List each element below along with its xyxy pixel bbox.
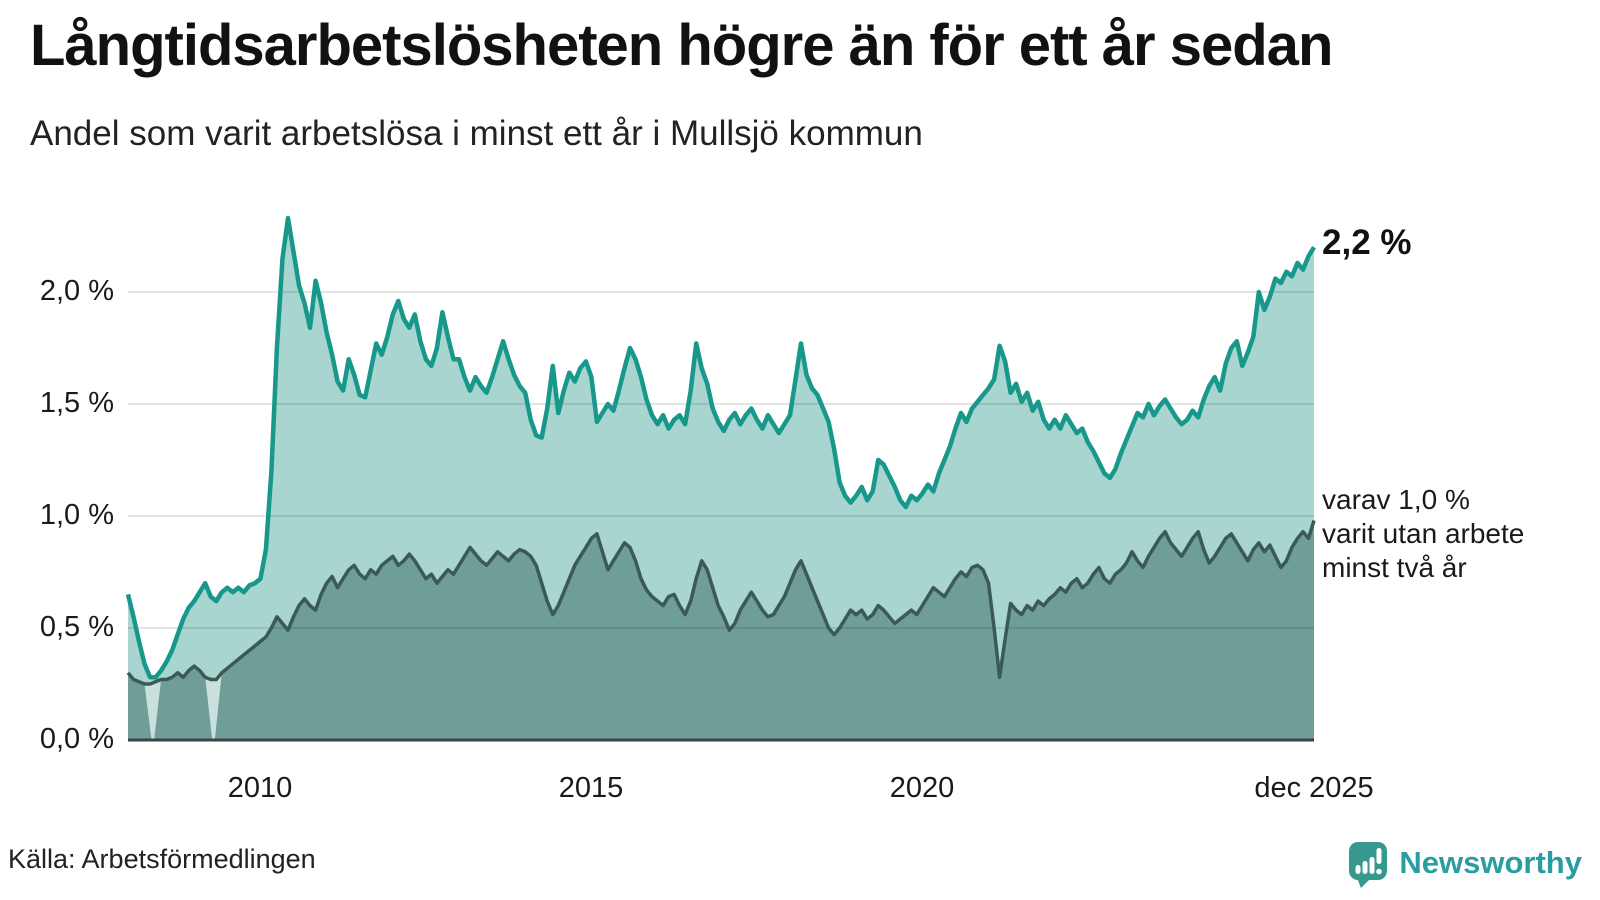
secondary-annotation-line-2: varit utan arbete	[1322, 518, 1525, 550]
secondary-series-annotation: varav 1,0 % varit utan arbete minst två …	[1322, 483, 1524, 585]
newsworthy-logo: Newsworthy	[1349, 838, 1582, 888]
newsworthy-wordmark: Newsworthy	[1399, 845, 1582, 880]
secondary-annotation-line-1: varav 1,0 %	[1322, 484, 1470, 516]
primary-series-line	[125, 215, 1316, 680]
end-value-label: 2,2 %	[1322, 223, 1412, 263]
page-title: Långtidsarbetslösheten högre än för ett …	[30, 13, 1333, 78]
y-axis-label: 2,0 %	[39, 275, 114, 307]
censored-data-notch	[144, 679, 162, 740]
y-axis-label: 1,5 %	[39, 387, 114, 419]
y-axis-label: 1,0 %	[39, 499, 114, 531]
source-caption: Källa: Arbetsförmedlingen	[8, 844, 316, 874]
secondary-series-line	[126, 519, 1316, 686]
x-axis-label: 2015	[558, 772, 624, 804]
y-axis-label: 0,5 %	[39, 611, 114, 643]
newsworthy-speech-bubble-icon	[1349, 842, 1388, 888]
x-axis-label: dec 2025	[1254, 772, 1374, 804]
x-axis-label: 2010	[227, 772, 293, 804]
censored-data-notch	[205, 672, 222, 740]
secondary-annotation-line-3: minst två år	[1322, 552, 1467, 584]
x-axis-label: 2020	[889, 772, 955, 804]
secondary-series-area	[128, 520, 1314, 740]
chart-subtitle: Andel som varit arbetslösa i minst ett å…	[30, 114, 923, 153]
y-axis-label: 0,0 %	[39, 723, 114, 755]
